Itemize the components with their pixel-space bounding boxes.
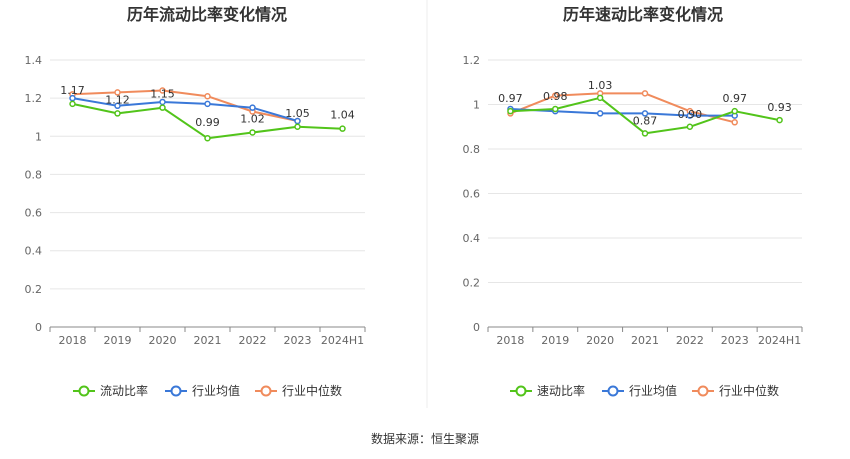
data-label: 1.15 [150,88,175,101]
data-label: 1.02 [240,112,265,125]
y-tick-label: 0.6 [25,207,43,220]
series-line [72,97,298,122]
x-tick-label: 2018 [496,334,524,347]
data-label: 0.98 [543,90,568,103]
legend-marker [515,385,527,397]
x-tick-label: 2024H1 [321,334,364,347]
y-tick-label: 0.8 [463,143,481,156]
x-tick-label: 2019 [104,334,132,347]
y-tick-label: 0.8 [25,168,43,181]
data-point [731,119,738,126]
y-tick-label: 1.2 [25,92,43,105]
data-point [596,94,604,102]
data-label: 0.99 [195,116,220,129]
data-point [114,102,121,110]
data-label: 1.05 [285,107,310,120]
y-tick-label: 0.4 [463,232,481,245]
series-line [510,108,735,117]
data-point [596,110,604,117]
x-tick-label: 2024H1 [758,334,801,347]
data-label: 1.03 [588,79,613,92]
data-point [641,110,649,117]
y-tick-label: 0.4 [25,245,43,258]
series-line [72,89,298,122]
legend-item: 行业均值 [165,383,240,398]
data-point [686,123,694,130]
data-point [641,130,649,137]
legend-item: 行业中位数 [255,383,342,398]
current-ratio-chart: 历年流动比率变化情况 0 0.2 0.4 0.6 0.8 1 1.2 1.4 2018 2019 20… [25,5,366,398]
legend-item: 速动比率 [510,383,585,398]
data-point [507,107,514,115]
legend-label: 行业中位数 [719,383,779,398]
y-tick-label: 0 [35,321,42,334]
legend-label: 速动比率 [537,383,585,398]
x-tick-label: 2019 [541,334,569,347]
chart-title: 历年流动比率变化情况 [127,5,287,24]
data-point [159,87,166,94]
y-tick-label: 0.2 [25,283,43,296]
data-label: 0.90 [678,108,703,121]
data-label: 0.87 [633,114,658,127]
data-label: 0.93 [767,101,792,114]
legend-marker [78,385,90,397]
data-point [731,107,738,115]
x-tick-label: 2021 [631,334,659,347]
legend-marker [260,385,272,397]
legend-label: 行业中位数 [282,383,342,398]
x-tick-label: 2018 [59,334,87,347]
y-tick-label: 0.2 [463,277,481,290]
legend-label: 行业均值 [192,383,240,398]
data-source-note: 数据来源：恒生聚源 [371,431,479,446]
data-point [204,100,211,108]
legend-item: 行业均值 [602,383,677,398]
data-point [641,90,649,97]
x-tick-label: 2021 [194,334,222,347]
x-tick-label: 2020 [586,334,614,347]
data-label: 0.97 [722,92,747,105]
x-tick-label: 2023 [284,334,312,347]
legend-item: 行业中位数 [692,383,779,398]
data-label: 1.12 [105,93,130,106]
data-label: 1.04 [330,109,355,122]
data-point [69,100,76,108]
x-tick-label: 2022 [676,334,704,347]
data-point [339,125,346,132]
data-point [249,129,256,136]
legend-marker [697,385,709,397]
y-tick-label: 1.4 [25,54,43,67]
data-point [294,123,301,130]
x-tick-label: 2022 [239,334,267,347]
y-tick-label: 1.2 [463,54,481,67]
legend-marker [607,385,619,397]
legend-marker [170,385,182,397]
data-point [204,134,211,142]
quick-ratio-chart: 历年速动比率变化情况 0 0.2 0.4 0.6 0.8 1 1.2 2018 2019 2020 2… [463,5,803,398]
x-tick-label: 2020 [149,334,177,347]
chart-title: 历年速动比率变化情况 [563,5,723,24]
data-point [159,104,166,111]
y-tick-label: 1 [35,130,42,143]
data-point [552,92,559,99]
x-tick-label: 2023 [721,334,749,347]
data-point [114,89,121,96]
legend-label: 行业均值 [629,383,677,398]
y-tick-label: 0 [473,321,480,334]
legend-label: 流动比率 [100,383,148,398]
data-label: 1.17 [60,84,85,97]
legend-item: 流动比率 [73,383,148,398]
data-point [776,116,783,124]
data-point [204,92,211,100]
data-point [686,112,694,119]
data-point [249,104,256,111]
series-line [510,92,735,124]
y-tick-label: 0.6 [463,188,481,201]
y-tick-label: 1 [473,99,480,112]
data-point [114,110,121,117]
data-label: 0.97 [498,92,523,105]
data-point [552,105,559,113]
